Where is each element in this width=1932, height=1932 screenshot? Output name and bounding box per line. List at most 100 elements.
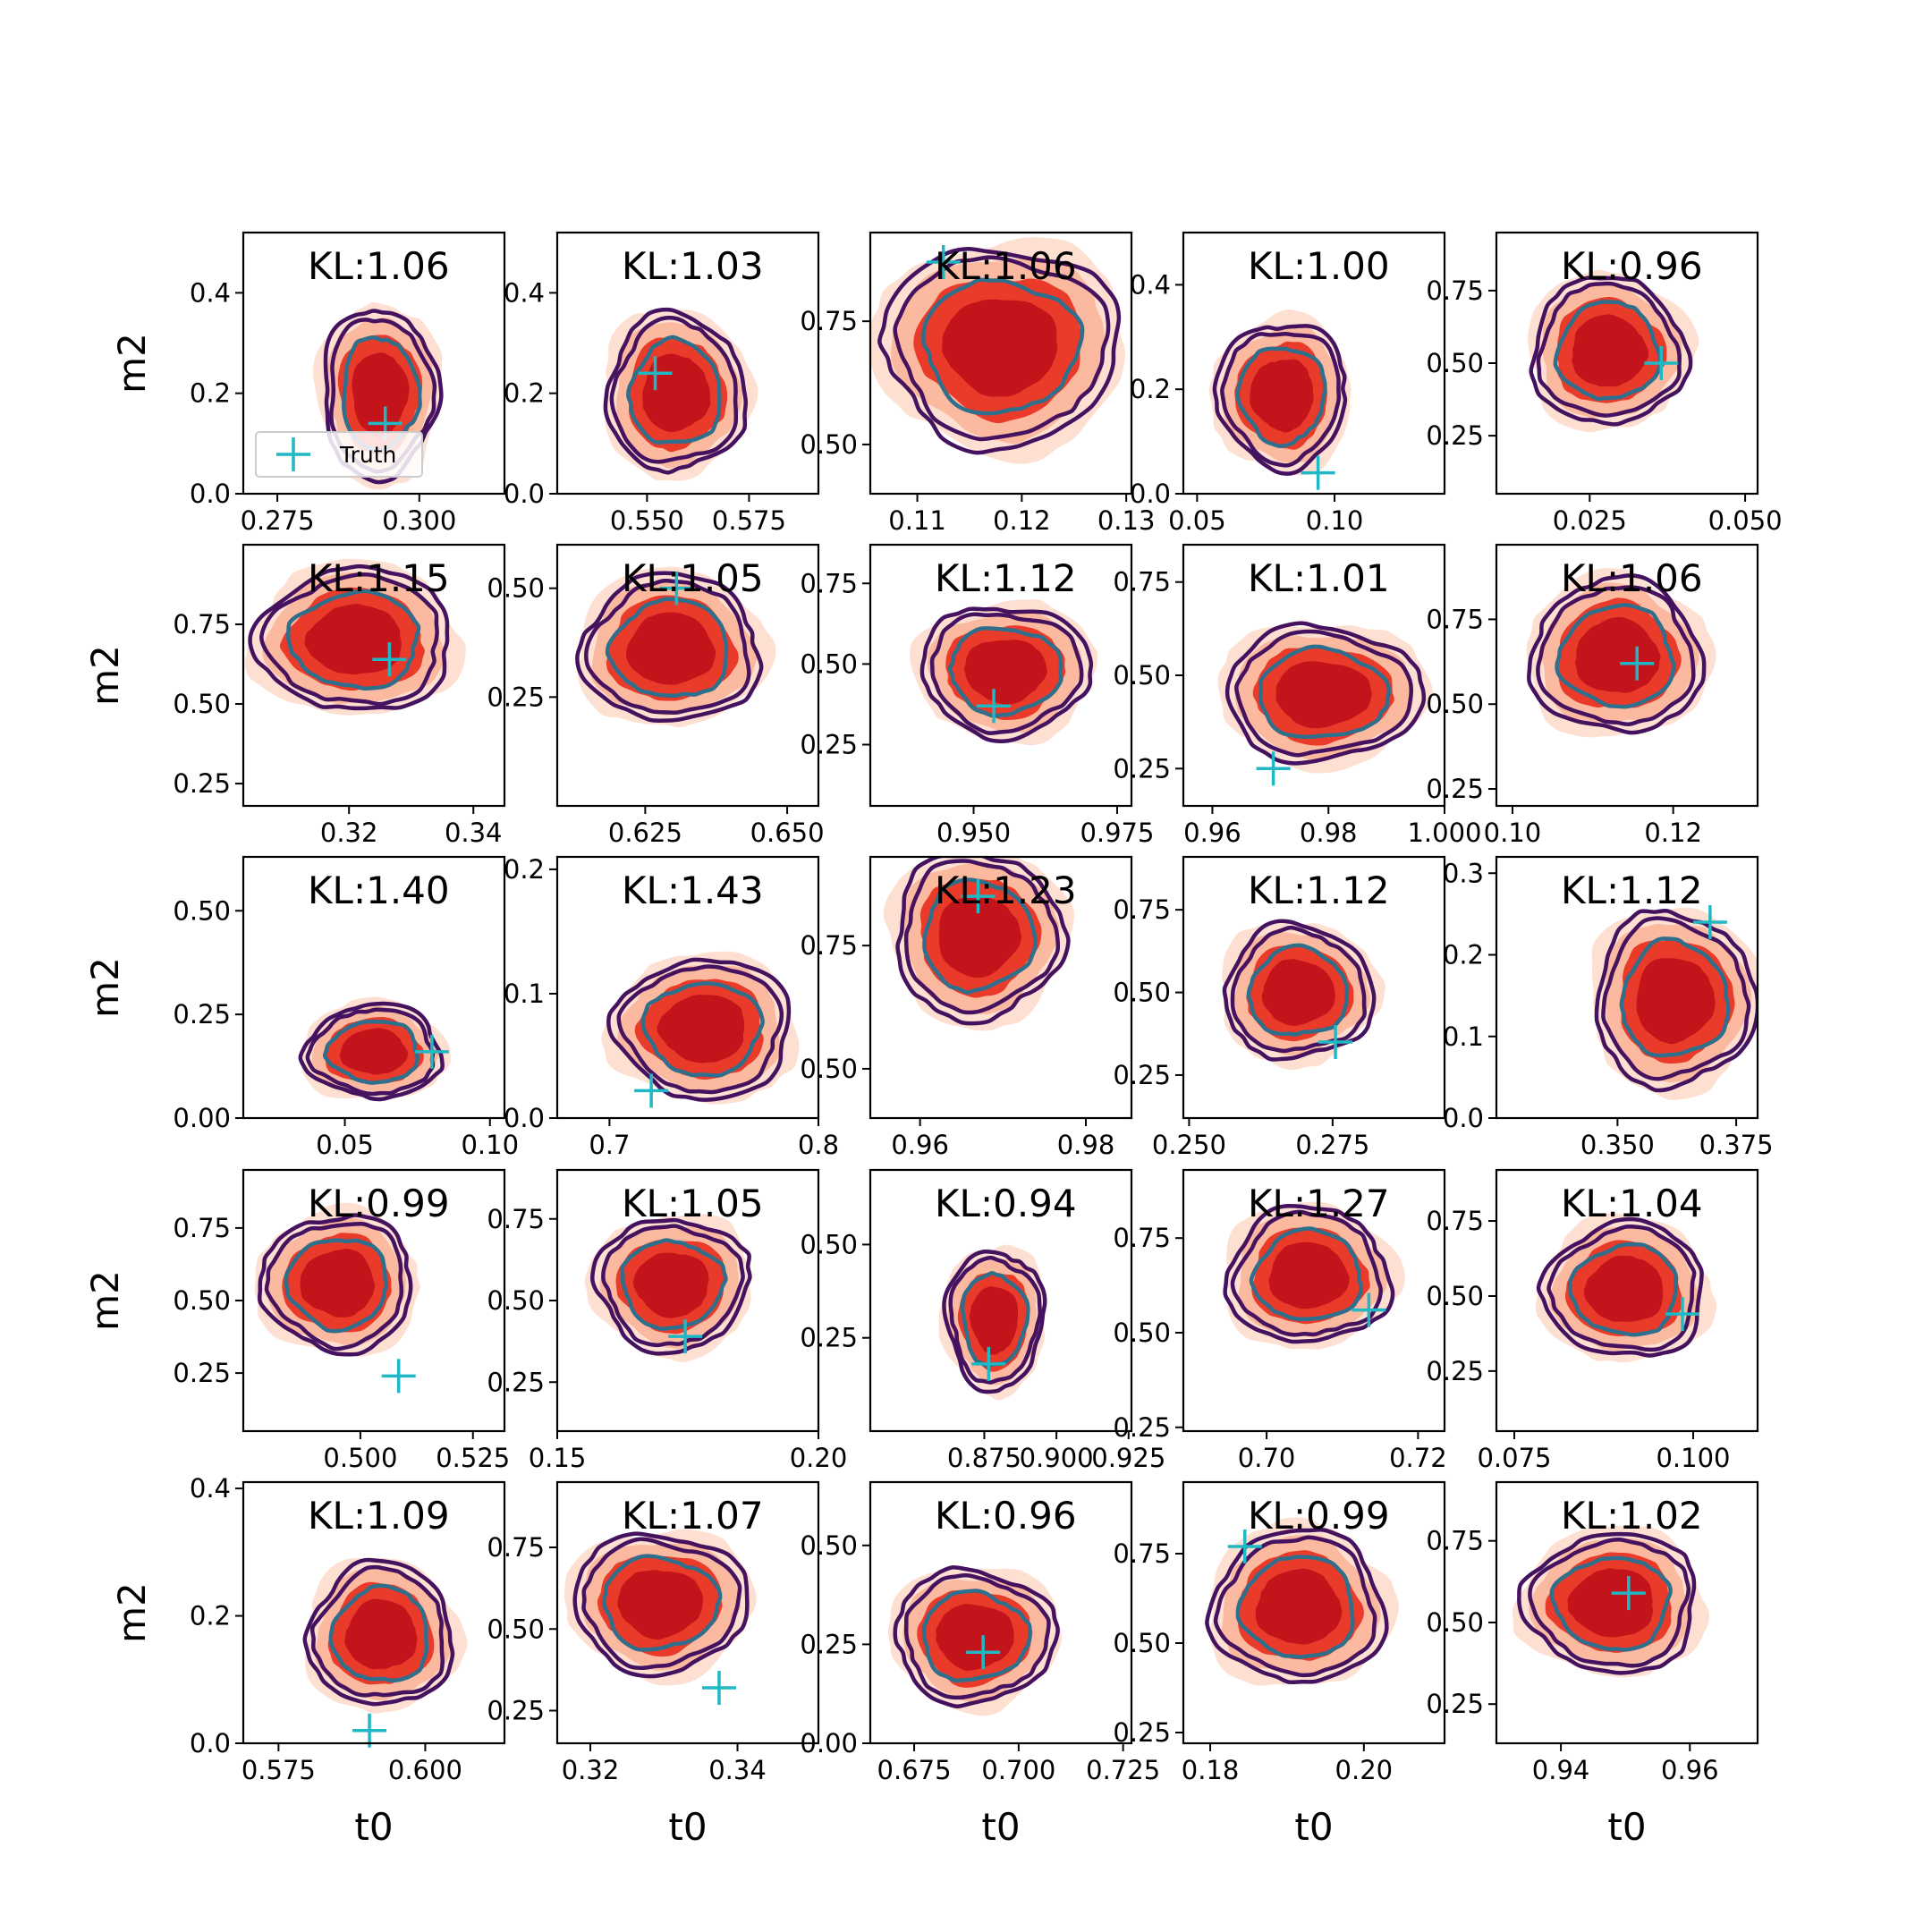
- x-tick-label: 0.350: [1580, 1130, 1655, 1160]
- density-region: [910, 599, 1098, 746]
- y-tick-label: 0.50: [1426, 348, 1484, 378]
- contour-line-mid: [309, 1564, 445, 1698]
- x-tick-label: 0.950: [936, 818, 1011, 848]
- y-tick-label: 0.75: [800, 568, 858, 598]
- contour-line-inner: [342, 335, 422, 453]
- kl-label: KL:0.96: [1561, 244, 1703, 288]
- x-axis-label: t0: [668, 1805, 707, 1849]
- axes-frame: [1182, 855, 1446, 1120]
- y-tick-label: 0.2: [1130, 374, 1171, 404]
- y-tick-label: 0.00: [173, 1103, 231, 1133]
- density-region: [302, 1557, 468, 1714]
- y-tick-label: 0.25: [1113, 1717, 1171, 1748]
- subplot-r3-c4: 0.250 0.275 0.25 0.50 0.75 KL:1.12: [1113, 855, 1446, 1160]
- contour-line-outer: [1536, 1216, 1704, 1358]
- axes-frame: [1495, 1480, 1759, 1745]
- subplot-r4-c4: 0.70 0.72 0.25 0.50 0.75 KL:1.27: [1113, 1168, 1447, 1473]
- kde-level-core: [1567, 1568, 1654, 1638]
- subplot-r5-c5: 0.94 0.96 0.25 0.50 0.75 KL:1.02 t0: [1426, 1480, 1759, 1849]
- kl-label: KL:1.23: [935, 869, 1077, 912]
- x-tick-label: 0.650: [750, 818, 825, 848]
- y-tick-label: 0.75: [487, 1532, 545, 1563]
- density-region: [603, 307, 758, 481]
- y-tick-label: 0.25: [800, 1323, 858, 1353]
- contour-line-outer: [942, 1249, 1047, 1394]
- subplot-r3-c3: 0.96 0.98 0.50 0.75 KL:1.23: [800, 855, 1133, 1160]
- x-tick-label: 0.05: [316, 1130, 374, 1160]
- contour-line-mid: [1601, 916, 1751, 1081]
- truth-marker: [1318, 1024, 1353, 1059]
- kde-level-core: [344, 1598, 418, 1670]
- axes-frame: [1182, 231, 1446, 496]
- axes-frame: [555, 231, 820, 496]
- contour-line-inner: [1549, 1555, 1673, 1652]
- y-tick-label: 0.50: [800, 1229, 858, 1259]
- contour-line-outer: [248, 564, 450, 711]
- x-tick-label: 0.275: [1295, 1130, 1369, 1160]
- x-axis-label: t0: [1294, 1805, 1333, 1849]
- y-tick-label: 0.50: [1113, 660, 1171, 691]
- y-tick-label: 0.25: [1426, 774, 1484, 804]
- x-tick-label: 0.525: [436, 1443, 510, 1473]
- axes-frame: [1495, 1168, 1759, 1433]
- density-region: [245, 558, 466, 716]
- kl-label: KL:1.01: [1248, 556, 1390, 600]
- y-tick-label: 0.4: [190, 1473, 231, 1504]
- kde-level-core: [1268, 1241, 1350, 1309]
- density-region: [1528, 269, 1699, 433]
- truth-marker: [1611, 1576, 1646, 1611]
- contour-line-outer: [1223, 1203, 1395, 1344]
- y-tick-label: 0.0: [190, 479, 231, 509]
- truth-marker: [638, 356, 673, 391]
- kde-level-core: [938, 895, 1022, 979]
- subplot-r2-c2: 0.625 0.650 0.25 0.50 KL:1.05: [487, 543, 825, 848]
- y-tick-label: 0.25: [1426, 1356, 1484, 1386]
- y-tick-label: 0.50: [800, 1530, 858, 1561]
- kl-label: KL:1.02: [1561, 1494, 1703, 1538]
- truth-marker: [1256, 751, 1291, 786]
- x-tick-label: 0.96: [891, 1130, 949, 1160]
- y-tick-label: 0.25: [173, 1358, 231, 1388]
- contour-line-outer: [1222, 919, 1377, 1062]
- x-tick-label: 0.32: [320, 818, 378, 848]
- contour-line-outer: [1594, 908, 1758, 1093]
- x-tick-label: 0.8: [798, 1130, 839, 1160]
- axes-frame: [869, 543, 1133, 808]
- x-tick-label: 0.925: [1091, 1443, 1165, 1473]
- x-axis-label: t0: [354, 1805, 393, 1849]
- subplot-r2-c4: 0.96 0.98 1.000 0.25 0.50 0.75 KL:1.01: [1113, 543, 1482, 848]
- y-tick-label: 0.75: [1426, 275, 1484, 306]
- contour-line-mid: [259, 572, 439, 707]
- y-tick-label: 0.75: [800, 306, 858, 336]
- legend: Truth: [255, 431, 423, 478]
- axes-frame: [242, 231, 506, 496]
- contour-line-mid: [581, 1537, 742, 1670]
- x-tick-label: 1.000: [1407, 818, 1481, 848]
- contour-line-inner: [1555, 603, 1676, 709]
- contour-line-inner: [1567, 1241, 1679, 1337]
- contour-line-inner: [1246, 943, 1350, 1037]
- truth-marker: [1620, 646, 1655, 681]
- y-tick-label: 0.4: [504, 277, 545, 308]
- contour-line-outer: [1527, 573, 1707, 735]
- y-tick-label: 0.25: [173, 768, 231, 799]
- kde-level-core: [1255, 1568, 1343, 1645]
- contour-line-inner: [960, 1271, 1030, 1368]
- kl-label: KL:0.94: [935, 1182, 1077, 1225]
- x-tick-label: 0.875: [947, 1443, 1021, 1473]
- axes-frame: [869, 1480, 1133, 1745]
- kl-label: KL:1.04: [1561, 1182, 1703, 1225]
- axes-frame: [1495, 543, 1759, 808]
- y-tick-label: 0.3: [1443, 858, 1484, 888]
- contour-line-inner: [322, 1019, 419, 1085]
- contour-line-outer: [589, 1217, 752, 1356]
- density-region: [1205, 1517, 1399, 1686]
- x-tick-label: 0.375: [1699, 1130, 1774, 1160]
- x-tick-label: 0.96: [1183, 818, 1241, 848]
- contour-line-outer: [606, 957, 792, 1102]
- y-tick-label: 0.50: [800, 1054, 858, 1084]
- contour-line-mid: [264, 1221, 404, 1352]
- kl-label: KL:1.05: [622, 556, 764, 600]
- y-tick-label: 0.25: [1113, 1060, 1171, 1090]
